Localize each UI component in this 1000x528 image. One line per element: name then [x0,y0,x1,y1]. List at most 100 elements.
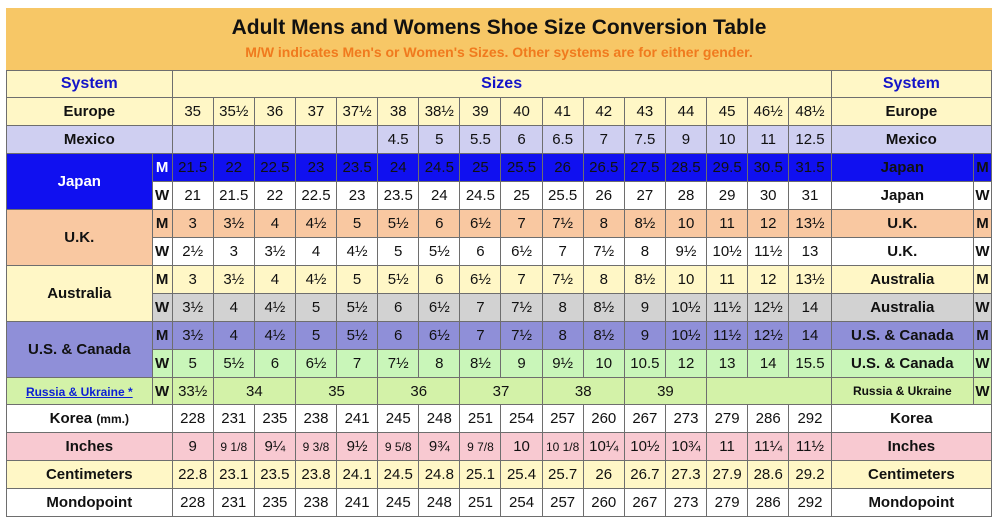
cell: 31.5 [788,153,832,182]
cell: 12.5 [788,125,832,154]
cell: 5½ [418,237,461,266]
cell: 46½ [747,97,790,126]
table-row: Centimeters 22.8 23.1 23.5 23.8 24.1 24.… [6,460,993,489]
cell: 24.5 [418,153,461,182]
cell: 6½ [418,321,461,350]
cell: 23.1 [212,460,255,489]
table-row: Korea (mm.) 228 231 235 238 241 245 248 … [6,404,993,433]
table-row: Inches 9 9 1/8 9¼ 9 3/8 9½ 9 5/8 9¾ 9 7/… [6,432,993,461]
russia-ukraine-link[interactable]: Russia & Ukraine * [25,384,133,399]
cell: 11½ [706,293,749,322]
cell: 24.5 [459,181,502,210]
cell: 13 [706,349,749,378]
cell: 12 [664,349,708,378]
cell: 7 [336,349,379,378]
cell: 29.5 [706,153,749,182]
cell: 43 [623,97,666,126]
row-label-russia-ukraine[interactable]: Russia & Ukraine * [6,377,153,405]
cell: 5 [418,125,461,154]
cell: 10½ [623,432,666,461]
cell: 248 [418,404,461,433]
cell: 10 [500,432,543,461]
cell: 25 [459,153,502,182]
cell: 4.5 [377,125,420,154]
cell: 8 [541,293,584,322]
cell: 9 5/8 [377,432,420,461]
row-label-right-japan-m: Japan [830,153,974,182]
cell: 22.5 [294,181,338,210]
cell: 10½ [664,321,708,350]
row-label-uk: U.K. [6,209,153,266]
cell: 24.1 [336,460,379,489]
table-row: Australia M 3 3½ 4 4½ 5 5½ 6 6½ 7 7½ 8 8… [6,265,993,322]
cell: 238 [294,488,338,517]
mw-indicator: W [972,377,993,405]
cell: 267 [623,488,666,517]
cell: 35 [171,97,214,126]
row-label-japan: Japan [6,153,153,210]
cell: 9 [623,321,666,350]
cell: 6.5 [541,125,584,154]
cell: 30.5 [747,153,790,182]
row-label-right-japan-w: Japan [830,181,974,210]
mw-indicator: M [972,265,993,294]
row-label-right-australia-w: Australia [830,293,974,322]
cell: 7½ [500,293,543,322]
cell: 5 [377,237,420,266]
cell: 6 [253,349,296,378]
cell: 9½ [336,432,379,461]
cell-empty [706,377,832,405]
cell: 9 [623,293,666,322]
cell: 11 [706,432,749,461]
cell: 15.5 [788,349,832,378]
cell: 9½ [541,349,584,378]
cell: 9 [500,349,543,378]
cell: 11 [706,265,749,294]
mw-indicator: M [151,209,173,238]
table-row: W 21 21.5 22 22.5 23 23.5 24 24.5 25 25.… [6,181,993,210]
cell: 235 [253,488,296,517]
cell: 7 [459,321,502,350]
cell: 29.2 [788,460,832,489]
cell: 21.5 [212,181,255,210]
cell: 10¾ [664,432,708,461]
cell: 38 [377,97,420,126]
cell: 9½ [664,237,708,266]
cell: 10 [664,209,708,238]
cell: 245 [377,404,420,433]
cell: 6½ [418,293,461,322]
cell: 41 [541,97,584,126]
row-label-europe: Europe [6,97,173,126]
cell: 12 [747,265,790,294]
cell: 13½ [788,209,832,238]
row-label-mexico: Mexico [6,125,173,154]
cell: 9 [171,432,214,461]
row-label-right-australia-m: Australia [830,265,974,294]
table-row: W 3½ 4 4½ 5 5½ 6 6½ 7 7½ 8 8½ 9 10½ 11½ … [6,293,993,322]
cell: 4 [212,293,255,322]
cell: 23.5 [336,153,379,182]
mw-indicator: M [151,265,173,294]
cell: 241 [336,404,379,433]
cell: 22 [253,181,296,210]
cell: 7 [500,209,543,238]
cell: 7½ [541,209,584,238]
cell: 238 [294,404,338,433]
cell: 7½ [377,349,420,378]
row-label-centimeters: Centimeters [6,460,173,489]
row-label-right-centimeters: Centimeters [830,460,993,489]
cell: 13½ [788,265,832,294]
cell: 273 [664,404,708,433]
cell: 7 [459,293,502,322]
cell: 6 [418,265,461,294]
cell: 5½ [212,349,255,378]
cell: 8½ [623,209,666,238]
cell [294,125,338,154]
cell: 29 [706,181,749,210]
cell: 24 [377,153,420,182]
cell: 9 7/8 [459,432,502,461]
row-label-right-us-w: U.S. & Canada [830,349,974,378]
cell: 44 [664,97,708,126]
cell: 251 [459,488,502,517]
cell: 25.5 [500,153,543,182]
